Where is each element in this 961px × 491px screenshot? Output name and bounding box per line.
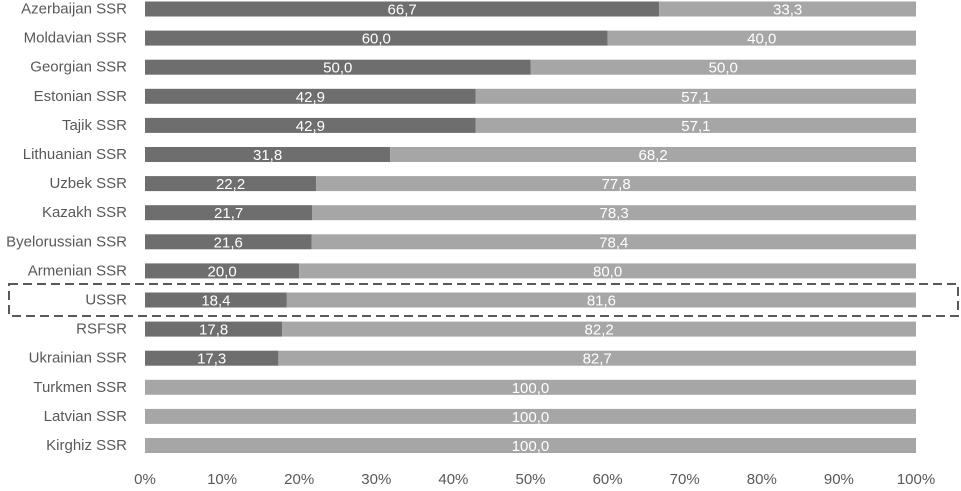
category-label-kazakh-ssr: Kazakh SSR — [42, 204, 127, 221]
bar-segment-rsfsr-1 — [145, 321, 283, 337]
bar-segment-estonian-ssr-2 — [475, 88, 916, 104]
data-label-tajik-ssr-1: 42,9 — [296, 118, 325, 135]
data-label-estonian-ssr-2: 57,1 — [681, 89, 710, 106]
category-label-byelorussian-ssr: Byelorussian SSR — [6, 233, 127, 250]
category-label-ussr: USSR — [85, 292, 127, 309]
bar-segment-ussr-2 — [286, 292, 916, 308]
data-label-kazakh-ssr-1: 21,7 — [214, 205, 243, 222]
data-label-byelorussian-ssr-1: 21,6 — [214, 234, 243, 251]
x-tick-label: 80% — [747, 471, 777, 488]
x-tick-label: 60% — [593, 471, 623, 488]
category-label-rsfsr: RSFSR — [76, 321, 127, 338]
data-label-moldavian-ssr-1: 60,0 — [362, 31, 391, 48]
bar-segment-rsfsr-2 — [282, 321, 916, 337]
x-tick-label: 30% — [361, 471, 391, 488]
bar-segment-moldavian-ssr-1 — [145, 30, 608, 46]
category-label-armenian-ssr: Armenian SSR — [28, 262, 127, 279]
data-label-latvian-ssr-2: 100,0 — [512, 409, 550, 426]
x-tick-label: 20% — [284, 471, 314, 488]
data-label-azerbaijan-ssr-1: 66,7 — [388, 2, 417, 19]
bar-segment-ussr-1 — [145, 292, 287, 308]
category-label-uzbek-ssr: Uzbek SSR — [49, 175, 127, 192]
bar-segment-armenian-ssr-2 — [299, 263, 916, 279]
data-label-rsfsr-1: 17,8 — [199, 322, 228, 339]
data-label-kazakh-ssr-2: 78,3 — [600, 205, 629, 222]
data-label-georgian-ssr-1: 50,0 — [323, 60, 352, 77]
bar-segment-latvian-ssr-2 — [145, 408, 916, 424]
category-label-estonian-ssr: Estonian SSR — [34, 88, 128, 105]
data-label-tajik-ssr-2: 57,1 — [681, 118, 710, 135]
bar-segment-azerbaijan-ssr-2 — [659, 1, 916, 17]
category-label-kirghiz-ssr: Kirghiz SSR — [46, 437, 127, 454]
bars-group: 66,7 33,3 60,0 40,0 50,0 50,0 42,9 57,1 42,9 57,1… — [145, 1, 917, 455]
category-labels-group: Azerbaijan SSR Moldavian SSR Georgian SSR E… — [6, 1, 127, 455]
bar-segment-byelorussian-ssr-1 — [145, 234, 312, 250]
data-label-byelorussian-ssr-2: 78,4 — [599, 234, 628, 251]
data-label-uzbek-ssr-1: 22,2 — [216, 176, 245, 193]
x-tick-label: 70% — [670, 471, 700, 488]
data-label-ussr-1: 18,4 — [201, 293, 230, 310]
data-label-estonian-ssr-1: 42,9 — [296, 89, 325, 106]
data-label-armenian-ssr-1: 20,0 — [207, 263, 236, 280]
data-label-ussr-2: 81,6 — [587, 293, 616, 310]
x-tick-label: 10% — [207, 471, 237, 488]
bar-segment-turkmen-ssr-2 — [145, 379, 916, 395]
data-label-ukrainian-ssr-1: 17,3 — [197, 351, 226, 368]
data-label-lithuanian-ssr-2: 68,2 — [638, 147, 667, 164]
bar-segment-tajik-ssr-1 — [145, 117, 476, 133]
bar-segment-tajik-ssr-2 — [475, 117, 916, 133]
bar-segment-ukrainian-ssr-1 — [145, 350, 279, 366]
bar-segment-ukrainian-ssr-2 — [278, 350, 916, 366]
data-label-turkmen-ssr-2: 100,0 — [512, 380, 550, 397]
bar-segment-lithuanian-ssr-1 — [145, 147, 391, 162]
bar-segment-lithuanian-ssr-2 — [390, 147, 917, 162]
data-label-georgian-ssr-2: 50,0 — [709, 60, 738, 77]
category-label-moldavian-ssr: Moldavian SSR — [24, 30, 128, 47]
bar-segment-moldavian-ssr-2 — [607, 30, 916, 46]
x-tick-label: 90% — [824, 471, 854, 488]
category-label-georgian-ssr: Georgian SSR — [30, 59, 127, 76]
bar-segment-georgian-ssr-1 — [145, 59, 531, 75]
bar-segment-armenian-ssr-1 — [145, 263, 300, 279]
data-label-moldavian-ssr-2: 40,0 — [747, 31, 776, 48]
category-label-azerbaijan-ssr: Azerbaijan SSR — [21, 1, 127, 18]
bar-segment-estonian-ssr-1 — [145, 88, 476, 104]
category-label-tajik-ssr: Tajik SSR — [62, 117, 127, 134]
data-label-lithuanian-ssr-1: 31,8 — [253, 147, 282, 164]
x-tick-label: 40% — [438, 471, 468, 488]
data-label-rsfsr-2: 82,2 — [585, 322, 614, 339]
highlight-group — [8, 283, 959, 317]
category-label-ukrainian-ssr: Ukrainian SSR — [29, 350, 128, 367]
data-label-armenian-ssr-2: 80,0 — [593, 263, 622, 280]
x-axis-ticks-group: 0% 10% 20% 30% 40% 50% 60% 70% 80% 90% 100% — [134, 471, 935, 488]
x-tick-label: 50% — [515, 471, 545, 488]
x-tick-label: 100% — [897, 471, 935, 488]
bar-segment-kazakh-ssr-2 — [312, 205, 916, 221]
bar-segment-georgian-ssr-2 — [530, 59, 916, 75]
x-tick-label: 0% — [134, 471, 156, 488]
bar-segment-kirghiz-ssr-2 — [145, 438, 916, 453]
data-label-uzbek-ssr-2: 77,8 — [601, 176, 630, 193]
data-label-ukrainian-ssr-2: 82,7 — [583, 351, 612, 368]
data-label-azerbaijan-ssr-2: 33,3 — [773, 2, 802, 19]
bar-segment-kazakh-ssr-1 — [145, 205, 313, 221]
bar-segment-uzbek-ssr-2 — [316, 176, 916, 192]
bar-segment-byelorussian-ssr-2 — [311, 234, 916, 250]
data-label-kirghiz-ssr-2: 100,0 — [512, 438, 550, 455]
category-label-lithuanian-ssr: Lithuanian SSR — [23, 146, 127, 163]
category-label-latvian-ssr: Latvian SSR — [44, 408, 128, 425]
category-label-turkmen-ssr: Turkmen SSR — [33, 379, 127, 396]
bar-segment-uzbek-ssr-1 — [145, 176, 317, 192]
highlight-box — [8, 283, 959, 317]
bar-segment-azerbaijan-ssr-1 — [145, 1, 660, 17]
